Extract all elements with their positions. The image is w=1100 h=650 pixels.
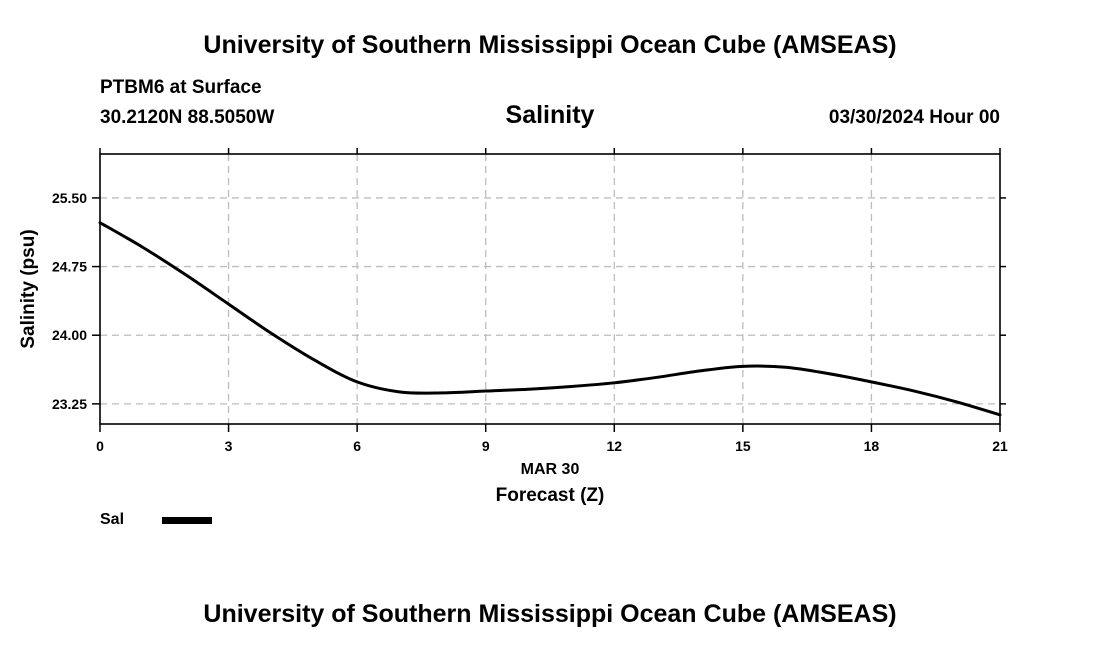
- y-tick-label: 24.00: [52, 327, 87, 343]
- footer-title: University of Southern Mississippi Ocean…: [203, 600, 897, 628]
- chart-title: Salinity: [505, 101, 595, 129]
- coordinates-label: 30.2120N 88.5050W: [100, 107, 275, 128]
- x-tick-label: 15: [735, 438, 751, 454]
- x-tick-label: 0: [96, 438, 104, 454]
- x-tick-label: 12: [606, 438, 622, 454]
- y-tick-label: 23.25: [52, 396, 87, 412]
- y-axis-label: Salinity (psu): [18, 229, 39, 348]
- x-tick-label: 21: [992, 438, 1008, 454]
- station-label: PTBM6 at Surface: [100, 77, 262, 98]
- x-tick-label: 6: [353, 438, 361, 454]
- forecast-date-label: 03/30/2024 Hour 00: [828, 107, 1000, 128]
- x-tick-label: 18: [864, 438, 880, 454]
- y-tick-label: 25.50: [52, 190, 87, 206]
- legend-swatch: [162, 517, 212, 524]
- page-title: University of Southern Mississippi Ocean…: [203, 31, 897, 59]
- legend-label: Sal: [100, 511, 125, 528]
- series-line-sal: [98, 221, 1002, 417]
- x-axis-label: Forecast (Z): [496, 485, 605, 506]
- plot-frame: [99, 153, 1001, 425]
- x-tick-label: 3: [225, 438, 233, 454]
- x-axis-sublabel: MAR 30: [521, 461, 580, 478]
- x-tick-label: 9: [482, 438, 490, 454]
- y-tick-label: 24.75: [52, 259, 87, 275]
